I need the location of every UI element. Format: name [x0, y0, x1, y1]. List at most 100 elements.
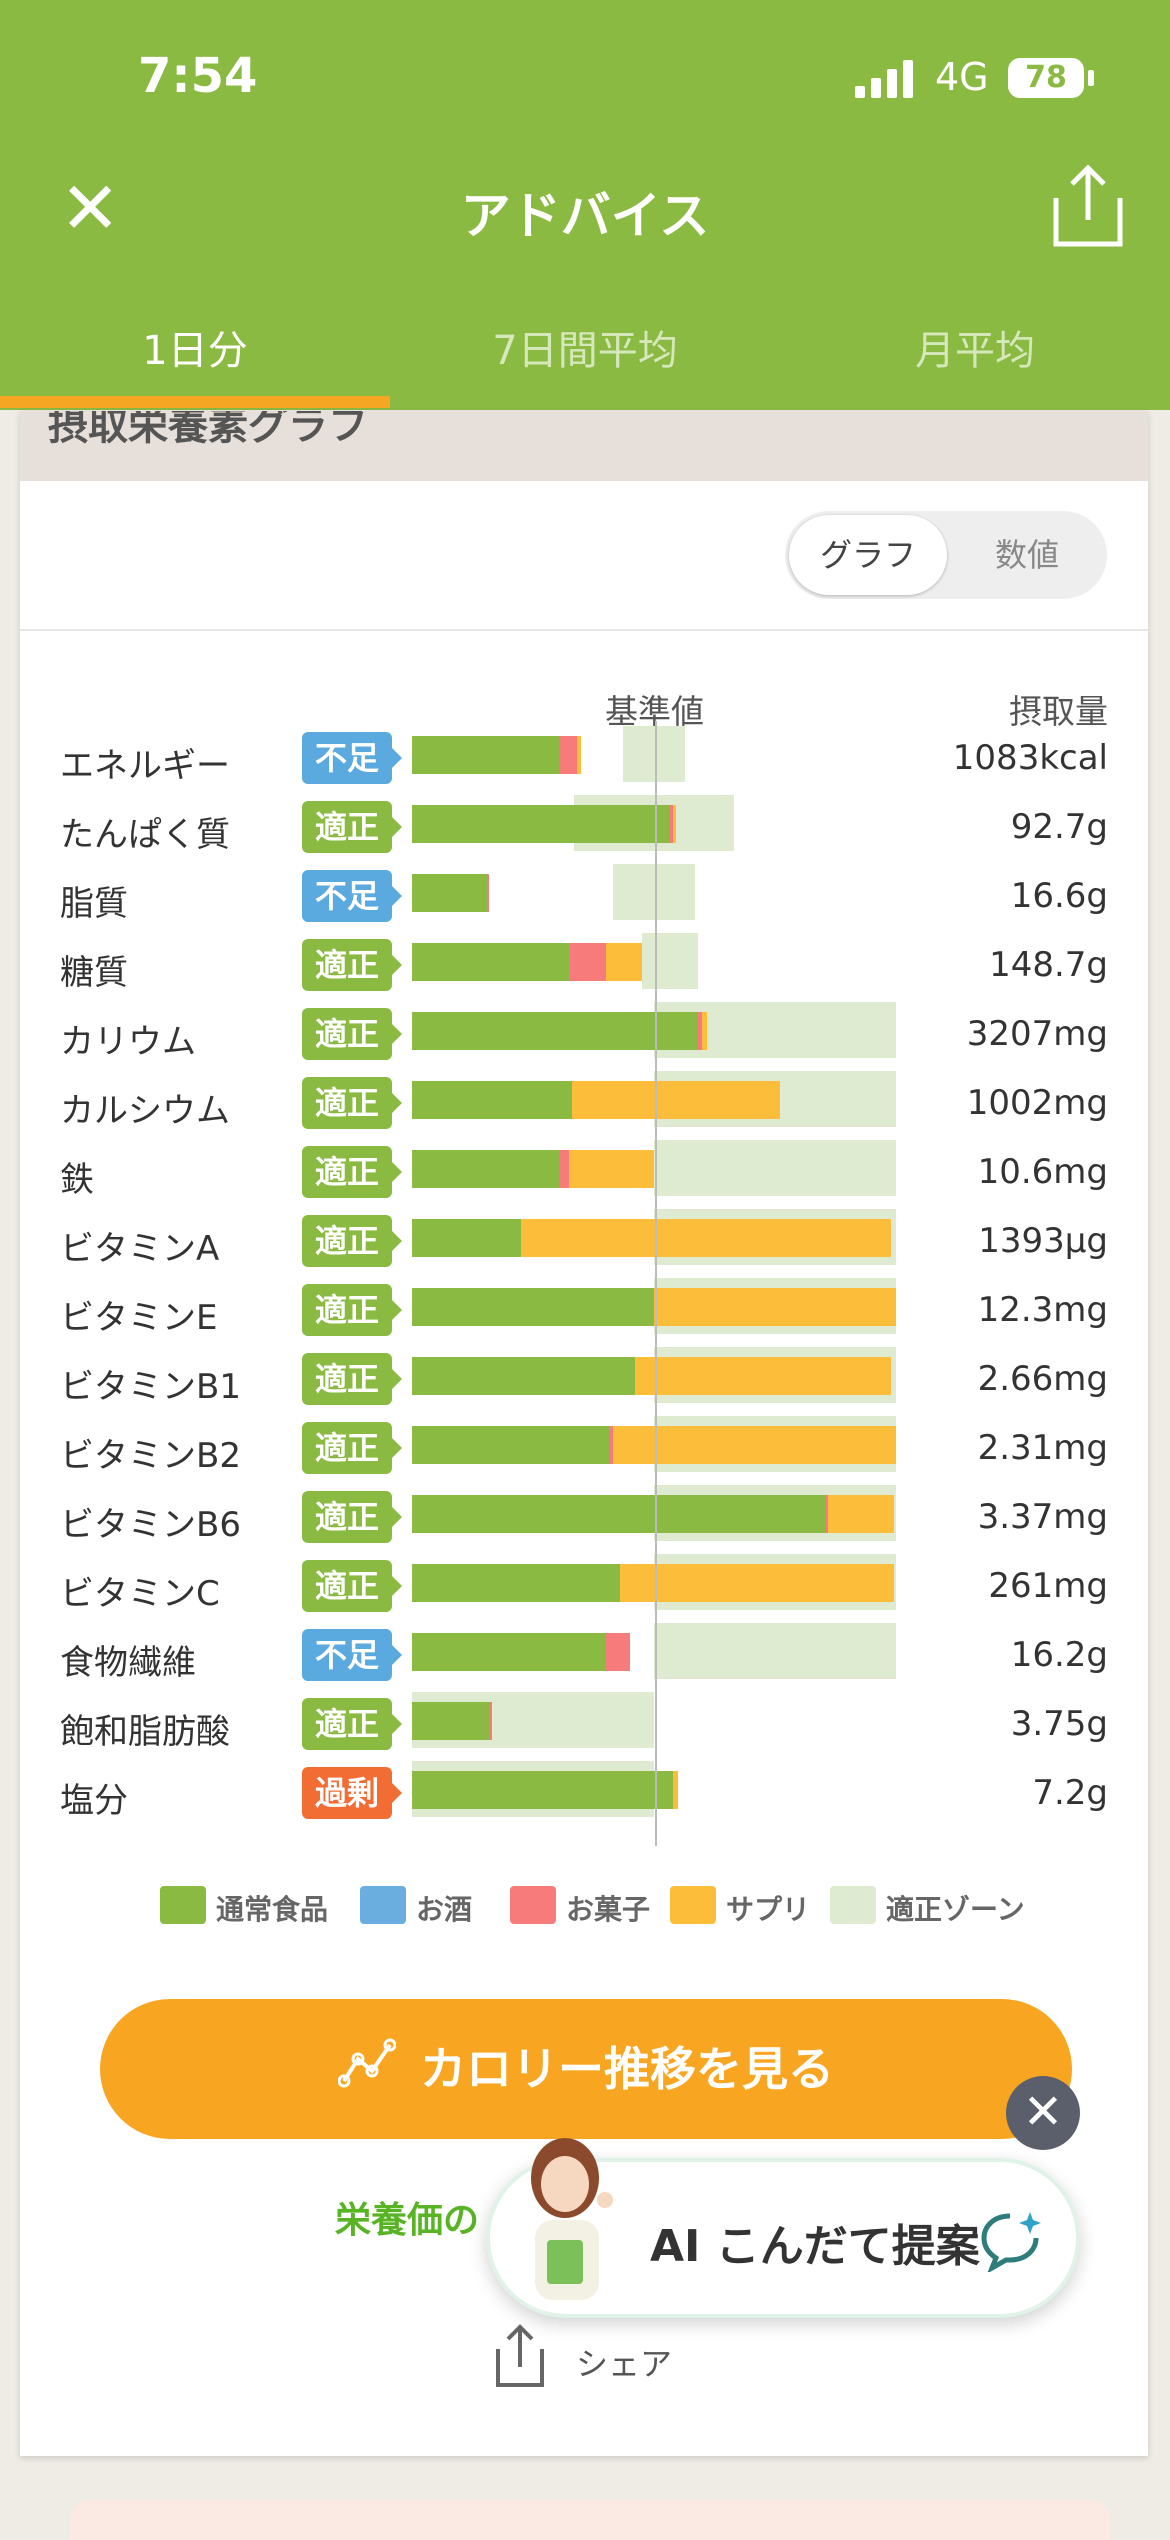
tab-7day-avg[interactable]: 7日間平均 [492, 328, 678, 374]
view-toggle[interactable]: グラフ 数値 [785, 511, 1107, 599]
chat-sparkle-icon [980, 2208, 1050, 2274]
status-badge: 適正 [302, 1215, 402, 1267]
bar-segment-supplement [620, 1564, 894, 1602]
ai-close-button[interactable]: ✕ [1006, 2076, 1080, 2150]
optimal-zone-bar [654, 1623, 896, 1679]
status-badge: 不足 [302, 1629, 402, 1681]
calorie-button-label: カロリー推移を見る [420, 2042, 834, 2096]
nutrient-name: ビタミンB6 [60, 1505, 241, 1545]
bar-segment-food [412, 736, 560, 774]
calorie-trend-button[interactable]: カロリー推移を見る [100, 1999, 1072, 2139]
signal-icon [855, 58, 915, 98]
bar-segment-food [412, 1012, 698, 1050]
bar-segment-food [412, 1771, 674, 1809]
bar-segment-supplement [673, 1771, 679, 1809]
status-badge: 適正 [302, 1560, 402, 1612]
bar-segment-snack [487, 874, 490, 912]
bar-segment-food [412, 805, 669, 843]
share-icon[interactable] [1048, 160, 1128, 250]
battery-tip [1088, 70, 1094, 86]
nutrient-name: ビタミンB2 [60, 1436, 241, 1476]
tab-monthly-avg[interactable]: 月平均 [915, 328, 1035, 374]
share-action[interactable] [490, 2321, 740, 2401]
status-badge: 適正 [302, 939, 402, 991]
page-title: アドバイス [460, 187, 710, 245]
bar-segment-supplement [654, 1288, 896, 1326]
bar-segment-supplement [673, 805, 676, 843]
status-badge: 適正 [302, 1491, 402, 1543]
battery-icon: 78 [1008, 58, 1084, 98]
bar-segment-supplement [612, 1426, 896, 1464]
reference-header: 基準値 [605, 692, 704, 731]
nutrient-name: 脂質 [60, 884, 128, 924]
trend-icon [337, 2003, 397, 2143]
bar-segment-supplement [520, 1219, 892, 1257]
share-label: シェア [576, 2345, 673, 2383]
intake-value: 7.2g [1032, 1773, 1108, 1813]
intake-value: 2.66mg [977, 1359, 1108, 1399]
legend-swatch [510, 1886, 556, 1924]
bar-segment-food [412, 1288, 654, 1326]
bar-segment-snack [489, 1702, 492, 1740]
close-icon[interactable]: ✕ [60, 166, 121, 250]
status-badge: 不足 [302, 732, 402, 784]
intake-value: 16.6g [1010, 876, 1108, 916]
status-badge: 適正 [302, 1077, 402, 1129]
legend-label: サプリ [726, 1893, 811, 1926]
section-header: 摂取栄養素グラフ [20, 411, 1148, 481]
nutrient-name: 塩分 [60, 1781, 128, 1821]
status-badge: 適正 [302, 1284, 402, 1336]
ai-suggestion-label: AI こんだて提案 [650, 2221, 980, 2272]
nutrient-name: 飽和脂肪酸 [60, 1712, 230, 1752]
bar-segment-food [412, 1564, 621, 1602]
bar-segment-food [412, 1357, 635, 1395]
bar-segment-supplement [571, 1081, 780, 1119]
toggle-number[interactable]: 数値 [994, 536, 1059, 574]
bar-segment-snack [825, 1495, 829, 1533]
toggle-graph[interactable]: グラフ [789, 515, 947, 595]
intake-value: 261mg [988, 1566, 1108, 1606]
bar-segment-snack [697, 1012, 703, 1050]
network-label: 4G [935, 55, 989, 99]
nutrient-name: ビタミンB1 [60, 1367, 241, 1407]
bar-segment-supplement [576, 736, 582, 774]
assistant-avatar [505, 2130, 635, 2320]
reference-line [655, 721, 657, 1846]
status-badge: 適正 [302, 1422, 402, 1474]
bar-segment-food [412, 874, 488, 912]
bar-segment-food [412, 1495, 826, 1533]
optimal-zone-bar [641, 933, 698, 989]
bar-segment-snack [605, 1633, 630, 1671]
nutrient-name: ビタミンE [60, 1298, 218, 1338]
tab-indicator [0, 396, 390, 408]
status-badge: 適正 [302, 801, 402, 853]
status-badge: 適正 [302, 1146, 402, 1198]
intake-value: 3.75g [1010, 1704, 1108, 1744]
app-header: 7:54 4G 78 ✕ アドバイス 1日分 7日間平均 月平均 [0, 0, 1170, 410]
intake-value: 3207mg [966, 1014, 1108, 1054]
optimal-zone-bar [612, 864, 696, 920]
bar-segment-food [412, 1702, 490, 1740]
intake-value: 1002mg [966, 1083, 1108, 1123]
optimal-zone-bar [622, 726, 686, 782]
status-badge: 過剰 [302, 1767, 402, 1819]
legend-label: 適正ゾーン [886, 1893, 1025, 1926]
status-badge: 不足 [302, 870, 402, 922]
legend-swatch [360, 1886, 406, 1924]
status-badge: 適正 [302, 1698, 402, 1750]
share-small-icon [496, 2324, 544, 2387]
intake-value: 2.31mg [977, 1428, 1108, 1468]
status-badge: 適正 [302, 1353, 402, 1405]
nutrient-name: 鉄 [60, 1160, 94, 1200]
intake-value: 148.7g [989, 945, 1108, 985]
nutrient-name: たんぱく質 [60, 815, 230, 855]
intake-header: 摂取量 [1009, 692, 1108, 731]
next-card-peek [70, 2500, 1110, 2540]
intake-value: 92.7g [1010, 807, 1108, 847]
tab-1day[interactable]: 1日分 [142, 328, 248, 374]
nutrition-link[interactable]: 栄養価の [335, 2200, 480, 2241]
bar-segment-food [412, 1426, 611, 1464]
intake-value: 16.2g [1010, 1635, 1108, 1675]
intake-value: 1393μg [978, 1221, 1108, 1261]
legend-swatch [160, 1886, 206, 1924]
